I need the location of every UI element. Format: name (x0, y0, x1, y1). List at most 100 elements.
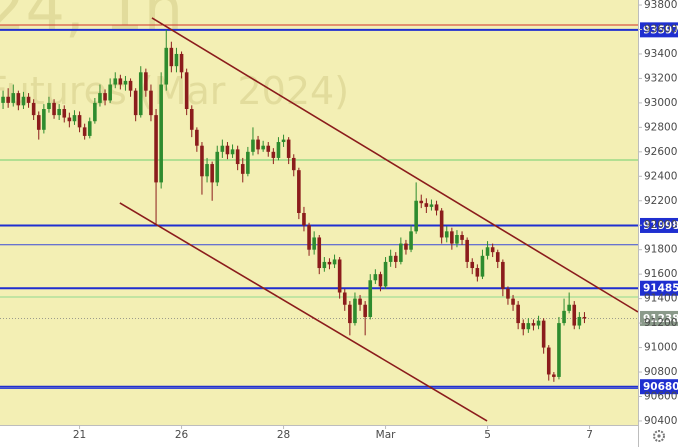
candle-body (393, 255, 398, 262)
candle-body (31, 102, 36, 116)
candle-body (399, 243, 403, 262)
candle-body (378, 274, 383, 287)
candle-body (353, 298, 357, 324)
candle-body (409, 231, 413, 250)
candle-body (215, 151, 220, 183)
candle-body (16, 93, 21, 106)
candle-body (490, 247, 495, 253)
candle-body (62, 109, 67, 118)
candle-body (434, 204, 439, 211)
y-tick-label: 93400 (644, 48, 677, 60)
candle-body (235, 149, 240, 165)
level-label: 91485 (643, 283, 680, 295)
settings-icon[interactable] (653, 430, 665, 442)
candle-body (373, 274, 378, 281)
x-tick-label: 26 (175, 429, 189, 441)
candle-body (256, 139, 260, 150)
candle-body (312, 237, 316, 250)
candle-body (475, 268, 480, 277)
level-label: 91238 (643, 313, 680, 325)
candle-body (128, 80, 133, 91)
candle-body (1, 96, 5, 103)
candle-body (297, 170, 301, 213)
level-label: 91998 (643, 220, 680, 232)
candle-body (291, 157, 296, 171)
candle-body (419, 200, 424, 204)
candle-body (103, 93, 107, 101)
candle-body (541, 320, 546, 348)
candle-body (195, 129, 199, 146)
candle-body (138, 72, 143, 116)
candle-body (36, 115, 41, 130)
candle-body (536, 320, 541, 326)
candle-body (26, 96, 31, 103)
candle-body (495, 252, 500, 262)
candle-body (230, 149, 235, 155)
candle-body (21, 96, 26, 106)
y-tick-label: 92200 (644, 195, 677, 207)
y-tick-label: 91000 (644, 342, 677, 354)
x-tick-label: 21 (73, 429, 86, 441)
candle-body (77, 115, 82, 128)
candle-body (205, 164, 209, 177)
level-label-box (640, 280, 678, 296)
candle-body (123, 80, 128, 85)
candle-body (506, 288, 510, 299)
candle-body (572, 304, 577, 326)
candle-body (159, 84, 163, 183)
candle-body (6, 96, 10, 103)
candle-body (93, 102, 97, 122)
candle-body (429, 204, 434, 207)
candle-body (414, 200, 418, 232)
y-tick-label: 93000 (644, 97, 677, 109)
candle-body (455, 235, 459, 244)
x-tick-label: 7 (586, 429, 593, 441)
candle-body (485, 247, 490, 256)
candle-body (266, 145, 271, 152)
candle-body (47, 102, 51, 110)
candle-body (246, 151, 250, 174)
candle-body (11, 93, 16, 103)
candle-body (220, 145, 225, 152)
candle-body (144, 72, 148, 91)
candle-body (169, 47, 174, 67)
candle-body (388, 255, 393, 262)
candle-body (200, 145, 204, 177)
plot-layer (0, 17, 639, 422)
candle-body (271, 151, 276, 158)
candle-body (317, 237, 322, 269)
candle-body (184, 72, 189, 110)
candle-body (521, 323, 526, 330)
candle-body (327, 261, 332, 265)
x-tick-label: 28 (277, 429, 290, 441)
y-tick-label: 93200 (644, 72, 677, 84)
candle-body (67, 117, 72, 122)
candle-body (113, 78, 118, 85)
candle-body (108, 84, 112, 101)
candle-body (42, 109, 46, 130)
y-tick-label: 91400 (644, 293, 677, 305)
time-axis-background (0, 425, 638, 447)
level-label-box (640, 22, 678, 38)
candle-body (240, 164, 245, 174)
candle-body (552, 374, 556, 377)
y-tick-label: 91800 (644, 244, 677, 256)
watermark-contract: Futures (Mar 2024) (0, 69, 349, 113)
candle-body (480, 255, 485, 277)
y-tick-label: 90400 (644, 415, 677, 427)
candle-body (358, 298, 362, 305)
candle-body (439, 210, 444, 238)
candle-body (383, 261, 388, 287)
candle-body (72, 115, 77, 122)
y-tick-label: 92800 (644, 121, 677, 133)
candle-body (511, 298, 515, 305)
candle-body (531, 323, 536, 326)
gear[interactable] (653, 430, 665, 442)
candle-body (363, 304, 367, 317)
y-tick-label: 92000 (644, 219, 677, 231)
candle-body (149, 90, 153, 116)
candle-body (189, 109, 194, 130)
level-label-box (640, 310, 678, 326)
candle-body (82, 127, 87, 136)
